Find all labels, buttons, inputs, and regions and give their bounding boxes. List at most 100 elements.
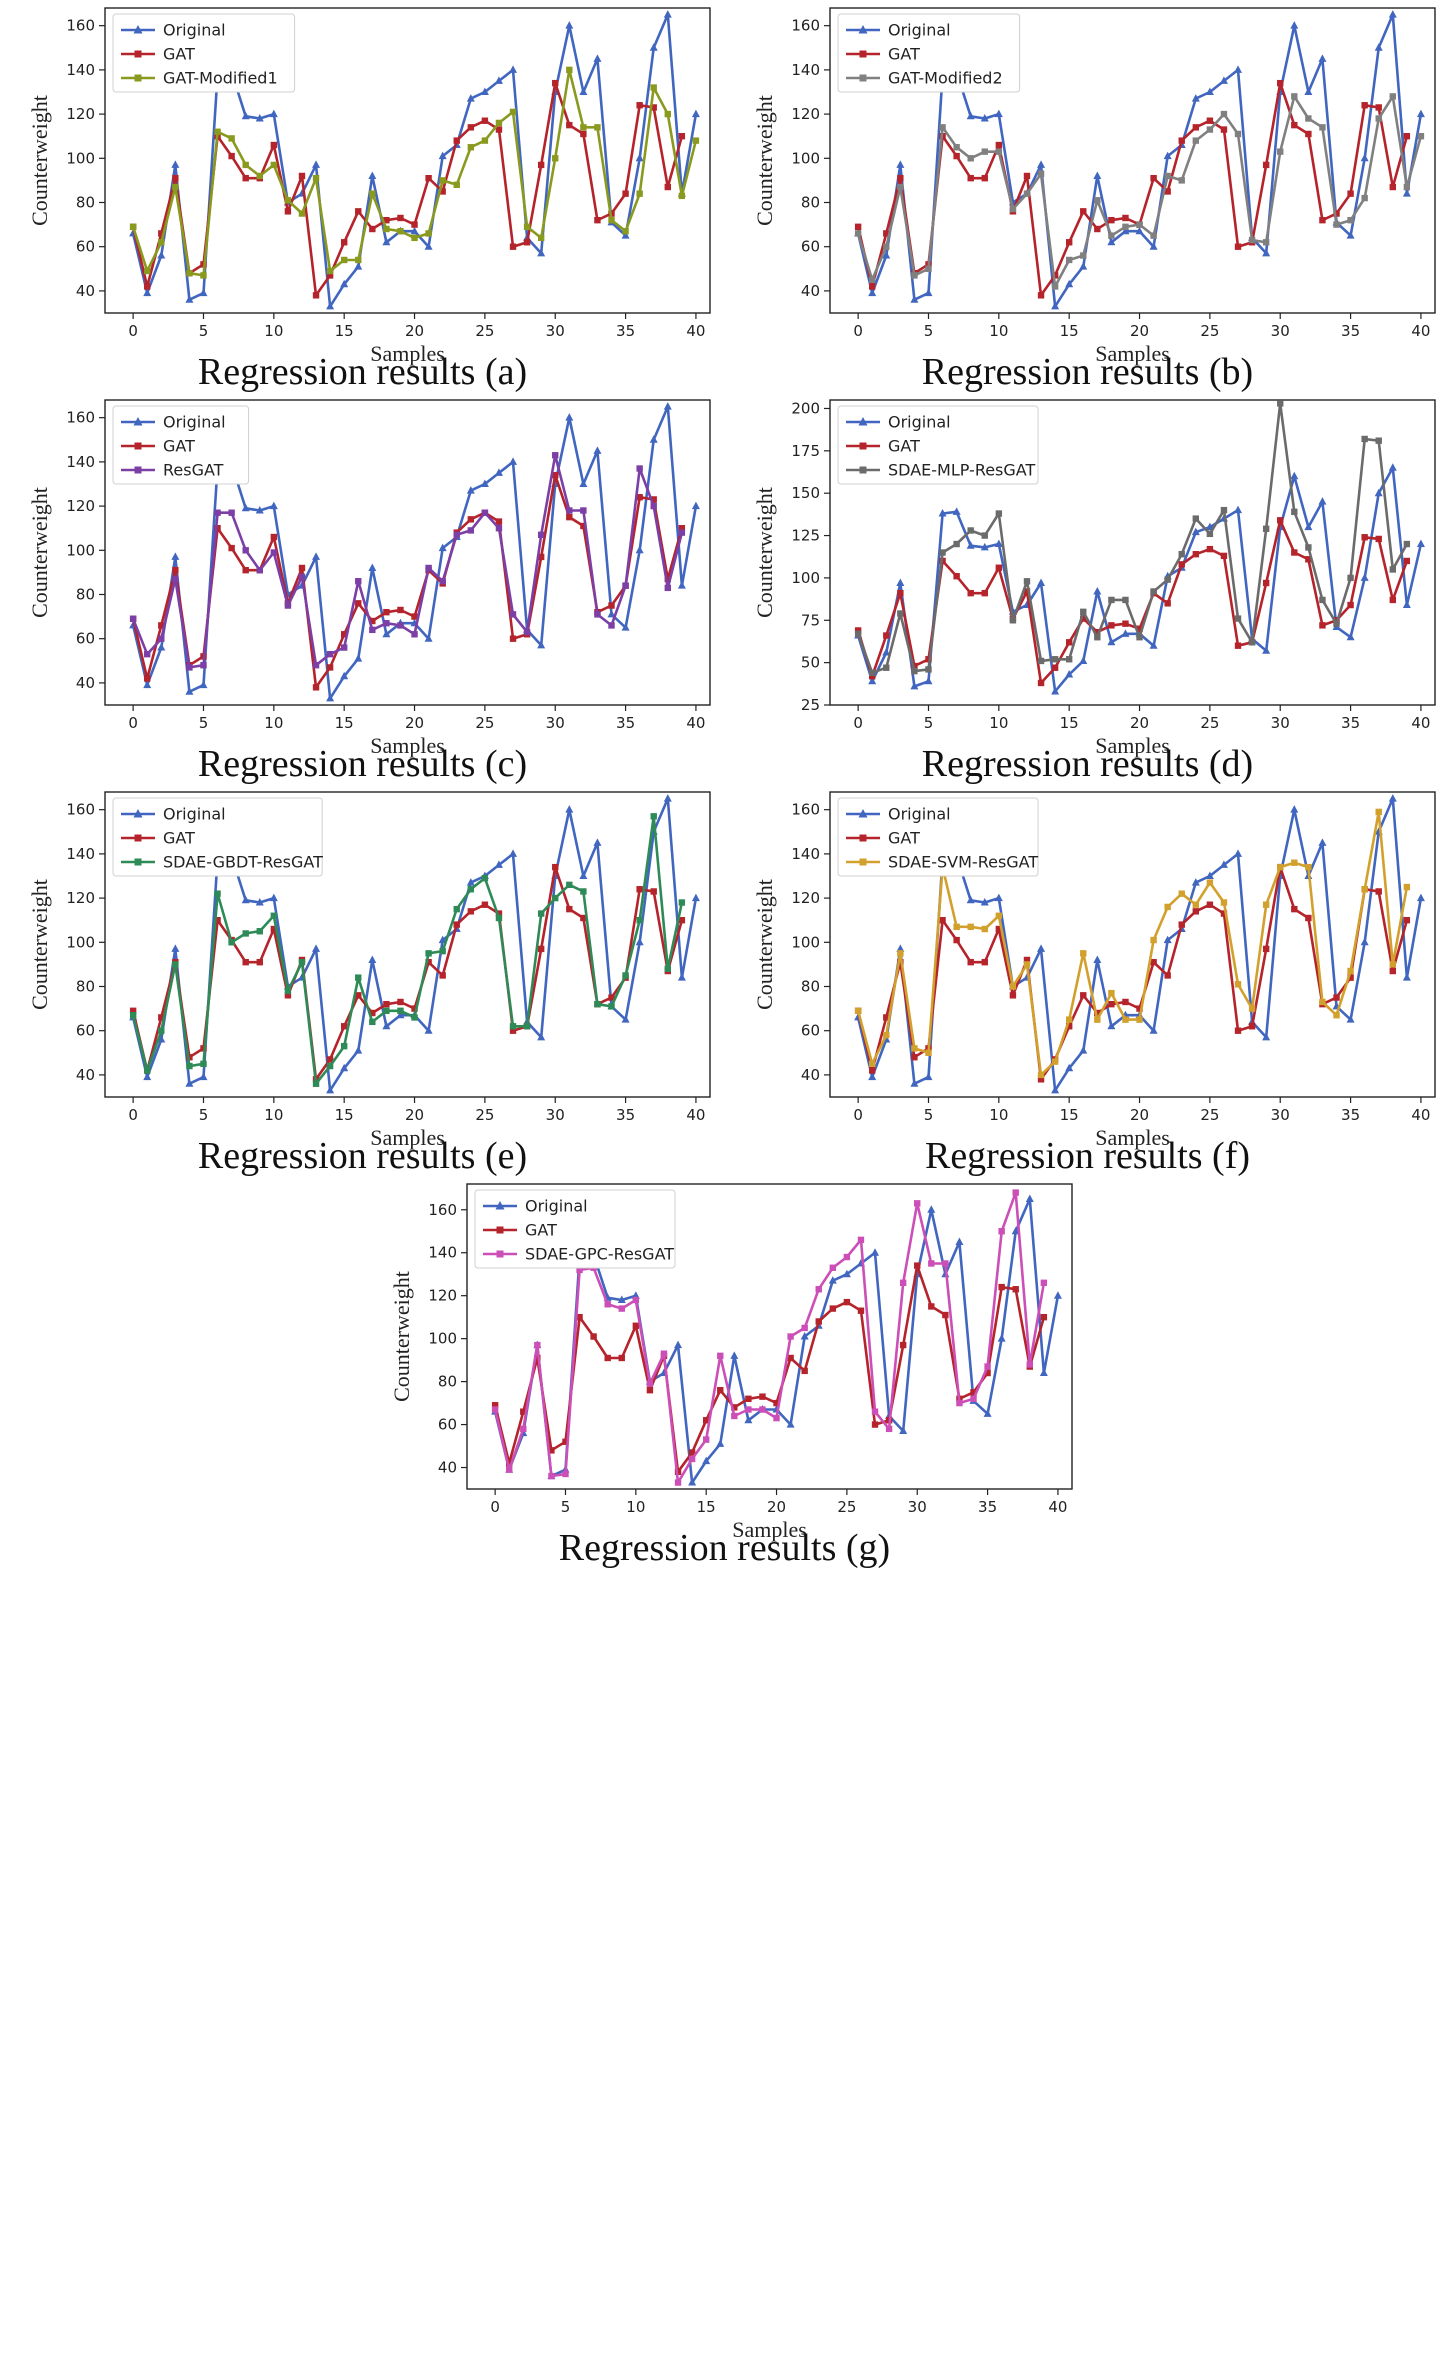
y-tick-label: 100	[791, 149, 820, 167]
data-point	[1192, 137, 1200, 144]
data-point	[966, 111, 975, 120]
legend-item-original: Original	[846, 805, 951, 824]
data-point	[199, 1072, 208, 1081]
data-point	[1009, 992, 1017, 999]
data-point	[298, 564, 306, 572]
data-point	[868, 1072, 877, 1081]
legend-label: SDAE-GBDT-ResGAT	[163, 853, 323, 872]
data-point	[1122, 223, 1129, 231]
data-point	[621, 231, 630, 239]
data-point	[678, 132, 686, 140]
data-point	[952, 507, 961, 515]
x-tick-label: 0	[853, 1106, 863, 1124]
data-point	[241, 111, 250, 120]
data-point	[995, 912, 1003, 919]
data-point	[326, 1085, 335, 1094]
data-point	[608, 622, 615, 629]
data-point	[185, 1079, 194, 1087]
data-point	[1375, 104, 1382, 111]
data-point	[1262, 239, 1270, 246]
chart-a: 0 5 10 15 20 25 30 35 40 40 60 80 100 120 140 160 Sample…	[27, 7, 711, 366]
legend-marker	[859, 834, 867, 842]
series-line	[131, 814, 684, 1086]
data-point	[172, 575, 179, 583]
data-point	[677, 973, 686, 981]
data-point	[953, 923, 960, 931]
data-point	[1375, 808, 1382, 816]
data-point	[1248, 1023, 1256, 1030]
data-point	[1009, 205, 1017, 213]
data-point	[1039, 1368, 1048, 1377]
data-point	[509, 849, 518, 857]
data-point	[854, 1007, 862, 1015]
legend-item-original: Original	[121, 413, 226, 432]
data-point	[312, 160, 321, 168]
data-point	[1388, 10, 1397, 18]
data-point	[843, 1298, 851, 1306]
legend-marker	[859, 74, 867, 82]
data-point	[636, 190, 643, 197]
data-point	[467, 908, 475, 915]
y-tick-label: 160	[428, 1201, 457, 1219]
data-point	[199, 288, 208, 297]
data-point	[425, 230, 432, 237]
data-point	[1164, 576, 1171, 583]
data-point	[1290, 21, 1299, 29]
data-point	[1347, 974, 1354, 981]
x-tick-label: 25	[1200, 1106, 1219, 1124]
data-point	[1136, 1016, 1143, 1023]
data-point	[1305, 556, 1312, 563]
data-point	[158, 239, 165, 246]
data-point	[1361, 886, 1368, 893]
data-point	[1025, 1194, 1034, 1203]
legend-marker	[858, 417, 868, 426]
data-point	[897, 589, 904, 597]
data-point	[869, 1060, 876, 1068]
data-point	[1093, 171, 1102, 179]
y-tick-label: 80	[76, 977, 95, 995]
data-point	[228, 135, 235, 142]
data-point	[1192, 908, 1200, 915]
data-point	[1108, 596, 1115, 604]
data-point	[618, 1354, 625, 1362]
legend-item-sdae-gbdt-resgat: SDAE-GBDT-ResGAT	[121, 853, 323, 872]
x-tick-label: 15	[335, 1106, 354, 1124]
data-point	[158, 230, 165, 237]
data-point	[523, 628, 531, 636]
data-point	[397, 622, 404, 629]
data-point	[509, 1027, 517, 1034]
data-point	[691, 109, 700, 118]
data-point	[1388, 794, 1397, 802]
chart-g: 0 5 10 15 20 25 30 35 40 40 60 80 100 120 140 160 Sample…	[389, 1183, 1073, 1542]
series-gat-modified1	[129, 66, 700, 279]
y-tick-label: 200	[791, 399, 820, 417]
x-tick-label: 40	[1048, 1498, 1067, 1516]
x-tick-label: 0	[128, 714, 138, 732]
data-point	[1023, 588, 1031, 595]
data-point	[994, 539, 1003, 548]
panel-g: 0 5 10 15 20 25 30 35 40 40 60 80 100 120 140 160 Sample…	[362, 1176, 1087, 1569]
data-point	[410, 226, 419, 235]
data-point	[481, 117, 489, 124]
x-tick-label: 20	[405, 1106, 424, 1124]
y-tick-label: 80	[801, 977, 820, 995]
legend: Original GAT GAT-Modified2	[837, 13, 1021, 93]
data-point	[967, 155, 974, 162]
data-point	[1319, 124, 1326, 131]
data-point	[897, 950, 904, 957]
y-tick-label: 100	[66, 933, 95, 951]
data-point	[664, 575, 671, 583]
data-point	[980, 898, 989, 906]
legend-box	[474, 1189, 676, 1269]
data-point	[397, 228, 404, 235]
x-tick-label: 40	[1411, 322, 1430, 340]
x-tick-label: 30	[546, 1106, 565, 1124]
data-point	[1389, 93, 1396, 100]
data-point	[998, 1283, 1005, 1291]
data-point	[172, 174, 179, 182]
data-point	[632, 1322, 640, 1329]
data-point	[773, 1399, 780, 1407]
data-point	[1220, 899, 1228, 906]
data-point	[242, 161, 249, 169]
data-point	[981, 925, 988, 933]
